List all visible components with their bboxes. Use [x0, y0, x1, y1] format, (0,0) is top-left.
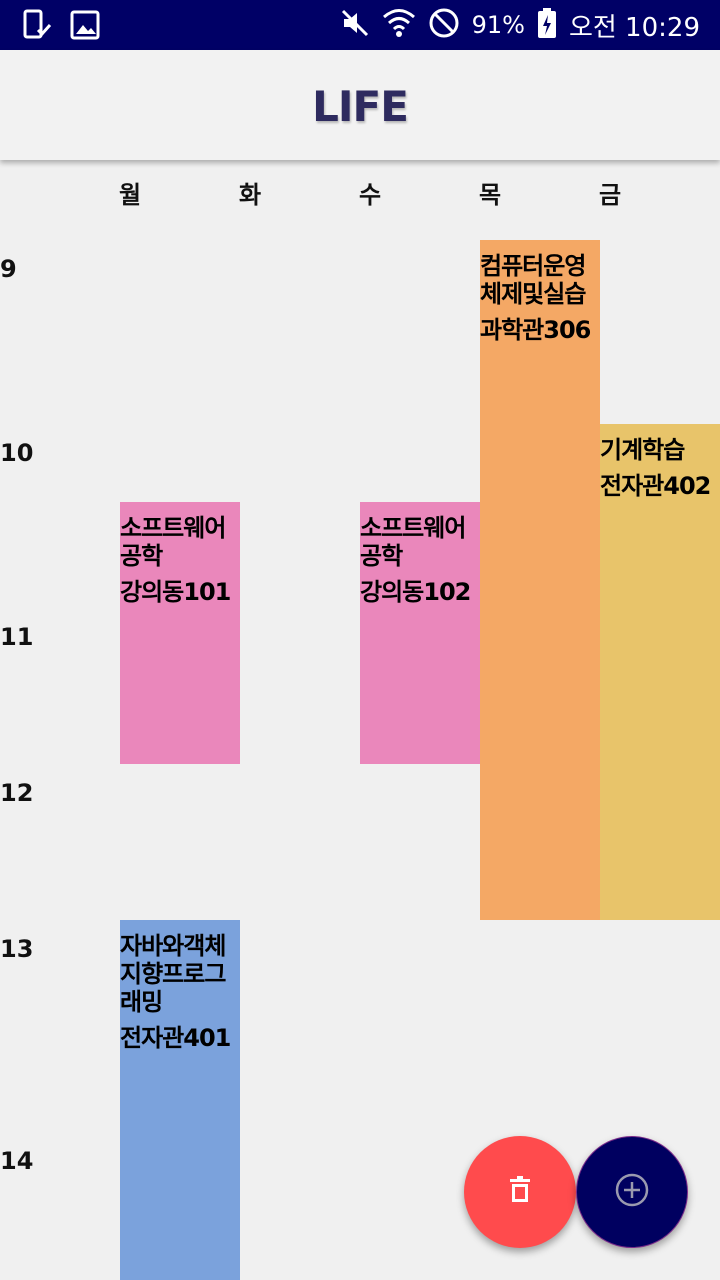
- class-block-machine-learning-fri[interactable]: 기계학습 전자관402: [600, 424, 720, 920]
- wifi-icon: [382, 7, 416, 43]
- mute-icon: [340, 8, 370, 42]
- delete-fab-button[interactable]: [464, 1136, 576, 1248]
- day-header-mon: 월: [118, 181, 142, 209]
- status-bar: 91% 오전 10:29: [0, 0, 720, 50]
- day-header-thu: 목: [478, 181, 502, 209]
- class-block-software-engineering-wed[interactable]: 소프트웨어공학 강의동102: [360, 502, 480, 764]
- hour-label-12: 12: [0, 779, 34, 807]
- class-room: 전자관401: [120, 1024, 231, 1052]
- class-name: 기계학습: [600, 436, 685, 464]
- class-room: 전자관402: [600, 472, 711, 500]
- battery-percent: 91%: [471, 11, 525, 39]
- trash-icon: [508, 1176, 532, 1208]
- battery-charging-icon: [537, 7, 557, 43]
- hour-label-9: 9: [0, 255, 17, 283]
- class-name: 자바와객체지향프로그래밍: [120, 932, 226, 1016]
- app-title: LIFE: [312, 82, 409, 131]
- plus-circle-icon: [614, 1172, 650, 1212]
- status-time: 오전 10:29: [568, 12, 700, 43]
- do-not-disturb-icon: [428, 7, 460, 43]
- class-name: 소프트웨어공학: [120, 514, 226, 570]
- hour-label-10: 10: [0, 439, 34, 467]
- class-room: 강의동102: [360, 578, 471, 606]
- app-bar: LIFE: [0, 50, 720, 160]
- class-block-operating-systems-thu[interactable]: 컴퓨터운영체제및실습 과학관306: [480, 240, 600, 920]
- add-fab-button[interactable]: [576, 1136, 688, 1248]
- image-icon: [70, 8, 100, 46]
- class-name: 컴퓨터운영체제및실습: [480, 252, 586, 308]
- class-room: 강의동101: [120, 578, 231, 606]
- day-header-wed: 수: [358, 181, 382, 209]
- class-room: 과학관306: [480, 316, 591, 344]
- class-name: 소프트웨어공학: [360, 514, 466, 570]
- device-check-icon: [22, 8, 52, 46]
- day-header-tue: 화: [238, 181, 262, 209]
- day-header-fri: 금: [598, 181, 622, 209]
- hour-label-11: 11: [0, 623, 34, 651]
- hour-label-14: 14: [0, 1147, 34, 1175]
- class-block-java-oop-mon[interactable]: 자바와객체지향프로그래밍 전자관401: [120, 920, 240, 1280]
- hour-label-13: 13: [0, 935, 34, 963]
- class-block-software-engineering-mon[interactable]: 소프트웨어공학 강의동101: [120, 502, 240, 764]
